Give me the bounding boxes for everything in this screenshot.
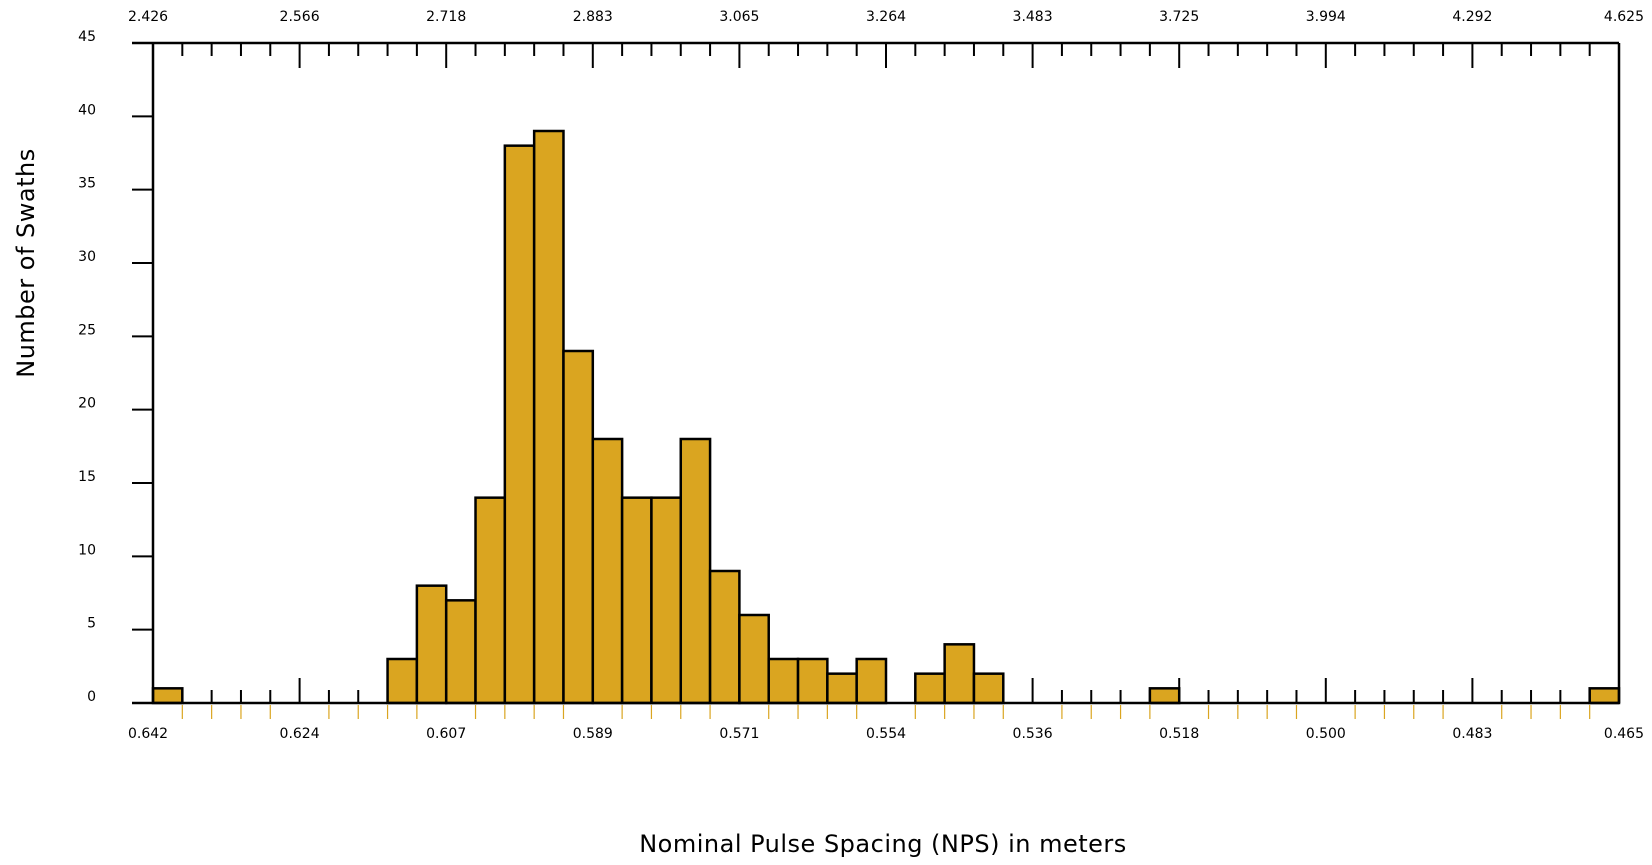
x-bottom-tick-label: 0.571: [719, 726, 759, 742]
x-axis-title: Nominal Pulse Spacing (NPS) in meters: [639, 830, 1127, 858]
y-tick-label: 0: [87, 689, 96, 705]
y-tick-label: 30: [78, 249, 96, 265]
x-bottom-tick-labels: 0.642 0.624 0.607 0.589 0.571 0.554 0.536 0.518…: [128, 726, 1644, 742]
y-tick-label: 35: [78, 176, 96, 192]
histogram-bars: [151, 129, 1621, 705]
histogram-bar: [503, 144, 536, 705]
x-bottom-tick-label: 0.554: [866, 726, 906, 742]
y-tick-label: 20: [78, 396, 96, 412]
histogram-bar: [151, 687, 184, 705]
x-bottom-tick-label: 0.642: [128, 726, 168, 742]
y-tick-label: 10: [78, 542, 96, 558]
y-tick-label: 45: [78, 29, 96, 45]
x-bottom-tick-label: 0.518: [1159, 726, 1199, 742]
histogram-bar: [972, 672, 1005, 705]
x-bottom-tick-label: 0.607: [426, 726, 466, 742]
histogram-bar: [738, 613, 770, 705]
x-top-tick-label: 3.725: [1159, 9, 1199, 25]
histogram-bar: [650, 496, 683, 705]
x-top-tick-label: 3.065: [719, 9, 759, 25]
x-bottom-tick-label: 0.624: [280, 726, 320, 742]
y-axis-tick-labels: 0 5 10 15 20 25 30 35 40 45: [78, 29, 153, 705]
histogram-bar: [444, 599, 477, 705]
x-top-tick-label: 4.292: [1452, 9, 1492, 25]
histogram-bar: [796, 657, 829, 705]
histogram-bar: [767, 657, 800, 705]
x-top-tick-label: 3.994: [1306, 9, 1346, 25]
histogram-bar: [386, 657, 419, 705]
histogram-bar: [591, 437, 624, 705]
histogram-bar: [826, 672, 858, 705]
histogram-bar: [679, 437, 712, 705]
x-bottom-tick-label: 0.483: [1452, 726, 1492, 742]
histogram-bar: [855, 657, 888, 705]
y-tick-label: 5: [87, 616, 96, 632]
top-axis-ticks: [152, 43, 1620, 68]
x-top-tick-label: 2.718: [426, 9, 466, 25]
x-bottom-tick-label: 0.589: [573, 726, 613, 742]
y-tick-label: 40: [78, 102, 96, 118]
histogram-bar: [474, 496, 507, 705]
x-top-tick-label: 2.566: [280, 9, 320, 25]
histogram-bar: [532, 129, 565, 705]
x-top-tick-label: 4.625: [1604, 9, 1644, 25]
histogram-bar: [708, 569, 741, 705]
x-top-tick-label: 2.426: [128, 9, 168, 25]
histogram-bar: [562, 349, 595, 705]
histogram-bar: [415, 584, 448, 705]
x-bottom-tick-label: 0.500: [1306, 726, 1346, 742]
y-axis-title: Number of Swaths: [12, 148, 40, 378]
histogram-bar: [1148, 687, 1181, 705]
x-top-tick-label: 3.483: [1013, 9, 1053, 25]
plot-frame: [132, 41, 1621, 705]
histogram-bar: [943, 643, 976, 705]
histogram-bar: [914, 672, 946, 705]
x-top-tick-label: 3.264: [866, 9, 906, 25]
x-bottom-tick-label: 0.465: [1604, 726, 1644, 742]
x-top-tick-labels: 2.426 2.566 2.718 2.883 3.065 3.264 3.483 3.725…: [128, 9, 1644, 25]
histogram-bar: [620, 496, 653, 705]
bottom-axis-ticks: [152, 678, 1620, 719]
x-top-tick-label: 2.883: [573, 9, 613, 25]
y-tick-label: 15: [78, 469, 96, 485]
x-bottom-tick-label: 0.536: [1013, 726, 1053, 742]
histogram-bar: [1588, 687, 1621, 705]
y-tick-label: 25: [78, 322, 96, 338]
